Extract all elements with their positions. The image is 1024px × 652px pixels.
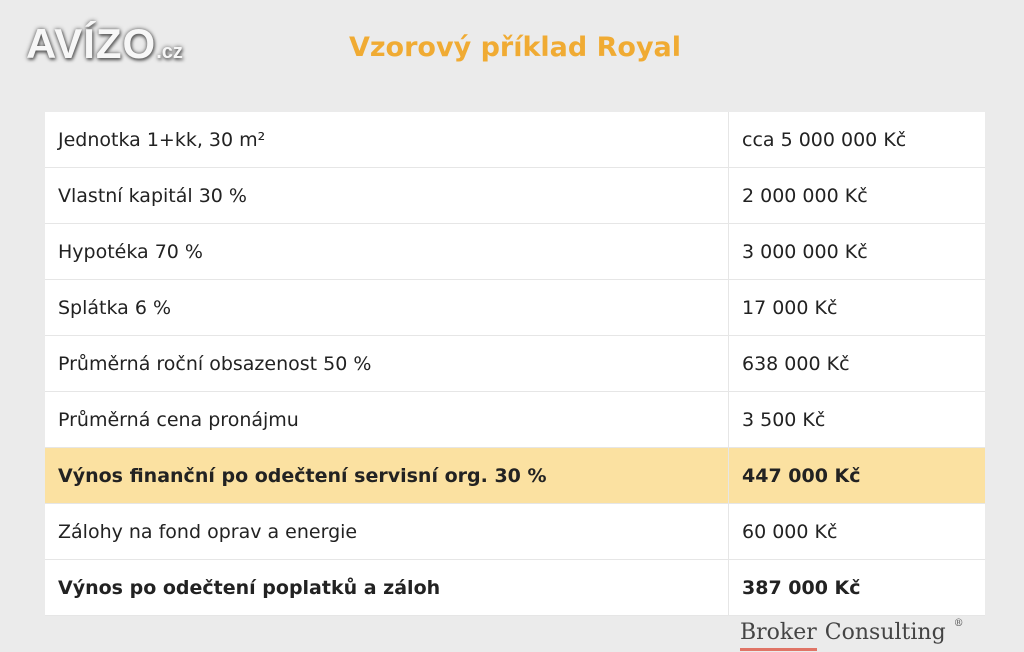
table-row: Průměrná roční obsazenost 50 % 638 000 Kč xyxy=(45,335,985,392)
page-title: Vzorový příklad Royal xyxy=(348,32,682,63)
row-label: Hypotéka 70 % xyxy=(45,223,729,280)
row-value: 3 500 Kč xyxy=(728,391,985,448)
logo-name: AVÍZO xyxy=(26,20,157,67)
row-label: Jednotka 1+kk, 30 m² xyxy=(45,112,729,168)
table-row: Vlastní kapitál 30 % 2 000 000 Kč xyxy=(45,167,985,224)
table-row: Zálohy na fond oprav a energie 60 000 Kč xyxy=(45,503,985,560)
broker-consulting-watermark: Broker Consulting ® xyxy=(740,618,964,651)
watermark-line1: Broker xyxy=(740,618,817,651)
row-value: 638 000 Kč xyxy=(728,335,985,392)
row-label: Vlastní kapitál 30 % xyxy=(45,167,729,224)
row-label: Průměrná roční obsazenost 50 % xyxy=(45,335,729,392)
row-value: 2 000 000 Kč xyxy=(728,167,985,224)
table-row-total: Výnos po odečtení poplatků a záloh 387 00… xyxy=(45,559,985,616)
row-label: Splátka 6 % xyxy=(45,279,729,336)
row-value: 447 000 Kč xyxy=(728,447,985,504)
example-table: Jednotka 1+kk, 30 m² cca 5 000 000 Kč Vla… xyxy=(45,112,985,616)
row-label: Průměrná cena pronájmu xyxy=(45,391,729,448)
logo-suffix: .cz xyxy=(156,41,183,63)
row-label: Zálohy na fond oprav a energie xyxy=(45,503,729,560)
table-row: Splátka 6 % 17 000 Kč xyxy=(45,279,985,336)
row-value: 60 000 Kč xyxy=(728,503,985,560)
table-row: Jednotka 1+kk, 30 m² cca 5 000 000 Kč xyxy=(45,112,985,168)
row-value: 3 000 000 Kč xyxy=(728,223,985,280)
row-label: Výnos finanční po odečtení servisní org.… xyxy=(45,447,729,504)
table-row: Průměrná cena pronájmu 3 500 Kč xyxy=(45,391,985,448)
row-value: 17 000 Kč xyxy=(728,279,985,336)
row-value: 387 000 Kč xyxy=(728,559,985,616)
row-label: Výnos po odečtení poplatků a záloh xyxy=(45,559,729,616)
table-row: Hypotéka 70 % 3 000 000 Kč xyxy=(45,223,985,280)
watermark-line2: Consulting xyxy=(824,620,946,645)
table-row-highlighted: Výnos finanční po odečtení servisní org.… xyxy=(45,447,985,504)
avizo-logo: AVÍZO.cz xyxy=(26,20,183,68)
registered-mark: ® xyxy=(953,618,964,629)
row-value: cca 5 000 000 Kč xyxy=(728,112,985,168)
